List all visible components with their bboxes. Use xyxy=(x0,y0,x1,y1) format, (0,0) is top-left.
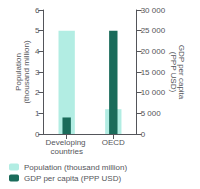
svg-text:GDP per capita (PPP USD): GDP per capita (PPP USD) xyxy=(24,174,121,183)
svg-text:OECD: OECD xyxy=(102,138,125,147)
svg-text:15 000: 15 000 xyxy=(141,68,166,77)
svg-text:0: 0 xyxy=(141,130,146,139)
svg-text:countries: countries xyxy=(50,147,82,156)
svg-text:5: 5 xyxy=(35,26,40,35)
svg-text:Population (thousand million): Population (thousand million) xyxy=(24,163,128,172)
svg-text:Population: Population xyxy=(13,53,23,91)
svg-text:Developing: Developing xyxy=(46,138,88,147)
svg-text:4: 4 xyxy=(35,47,40,56)
svg-text:20 000: 20 000 xyxy=(141,47,166,56)
svg-text:(PPP USD): (PPP USD) xyxy=(169,52,178,93)
svg-text:3: 3 xyxy=(35,68,40,77)
svg-text:10 000: 10 000 xyxy=(141,88,166,97)
svg-text:GDP per capita: GDP per capita xyxy=(177,44,187,100)
svg-text:1: 1 xyxy=(35,109,40,118)
svg-text:2: 2 xyxy=(35,88,40,97)
svg-text:5 000: 5 000 xyxy=(141,109,162,118)
svg-text:25 000: 25 000 xyxy=(141,26,166,35)
svg-text:30 000: 30 000 xyxy=(141,6,166,15)
svg-text:(thousand million): (thousand million) xyxy=(22,40,31,103)
svg-text:6: 6 xyxy=(35,6,40,15)
svg-text:0: 0 xyxy=(35,130,40,139)
